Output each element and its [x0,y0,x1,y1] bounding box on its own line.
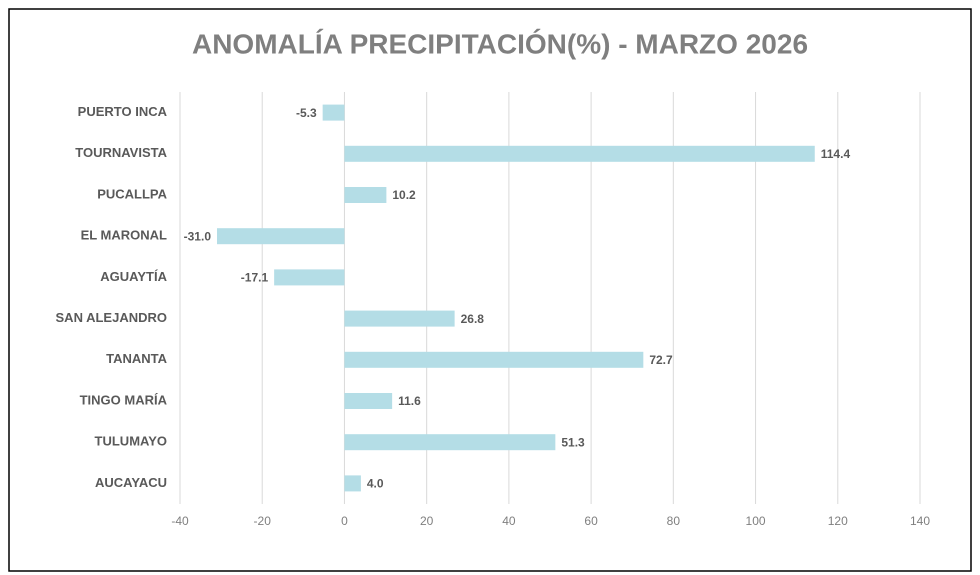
data-label: -17.1 [241,271,269,285]
data-label: 11.6 [398,394,421,408]
bar [344,351,644,368]
bar [344,145,815,162]
bar [344,310,455,327]
data-label: 51.3 [561,435,585,449]
chart-frame [8,8,972,572]
y-tick-label: PUCALLPA [97,186,167,201]
y-tick-label: PUERTO INCA [78,104,168,119]
data-label: -5.3 [296,106,317,120]
x-tick-label: 0 [341,514,348,528]
bar [344,475,361,492]
x-tick-label: 80 [667,514,681,528]
data-label: 114.4 [821,147,851,161]
x-tick-label: 60 [584,514,598,528]
y-tick-label: TOURNAVISTA [75,145,167,160]
y-tick-label: TULUMAYO [95,434,167,449]
data-label: 26.8 [461,312,485,326]
y-tick-label: AGUAYTÍA [100,269,167,284]
y-tick-label: TANANTA [106,351,168,366]
bar [217,228,345,245]
data-label: 10.2 [392,188,416,202]
bar [344,393,393,409]
data-label: -31.0 [184,229,212,243]
bar [274,269,345,286]
bar [322,104,345,121]
x-tick-label: -20 [254,514,272,528]
y-tick-label: SAN ALEJANDRO [56,310,167,325]
bar [344,187,387,203]
x-tick-label: 140 [910,514,930,528]
bar [344,434,556,451]
y-tick-label: TINGO MARÍA [80,392,168,407]
x-tick-label: 40 [502,514,516,528]
data-label: 4.0 [367,477,384,491]
y-tick-label: AUCAYACU [95,475,167,490]
x-tick-label: 100 [746,514,766,528]
x-tick-label: 20 [420,514,434,528]
chart-title: ANOMALÍA PRECIPITACIÓN(%) - MARZO 2026 [192,28,808,59]
x-tick-label: -40 [171,514,189,528]
y-tick-label: EL MARONAL [81,228,167,243]
data-label: 72.7 [649,353,673,367]
x-tick-label: 120 [828,514,848,528]
